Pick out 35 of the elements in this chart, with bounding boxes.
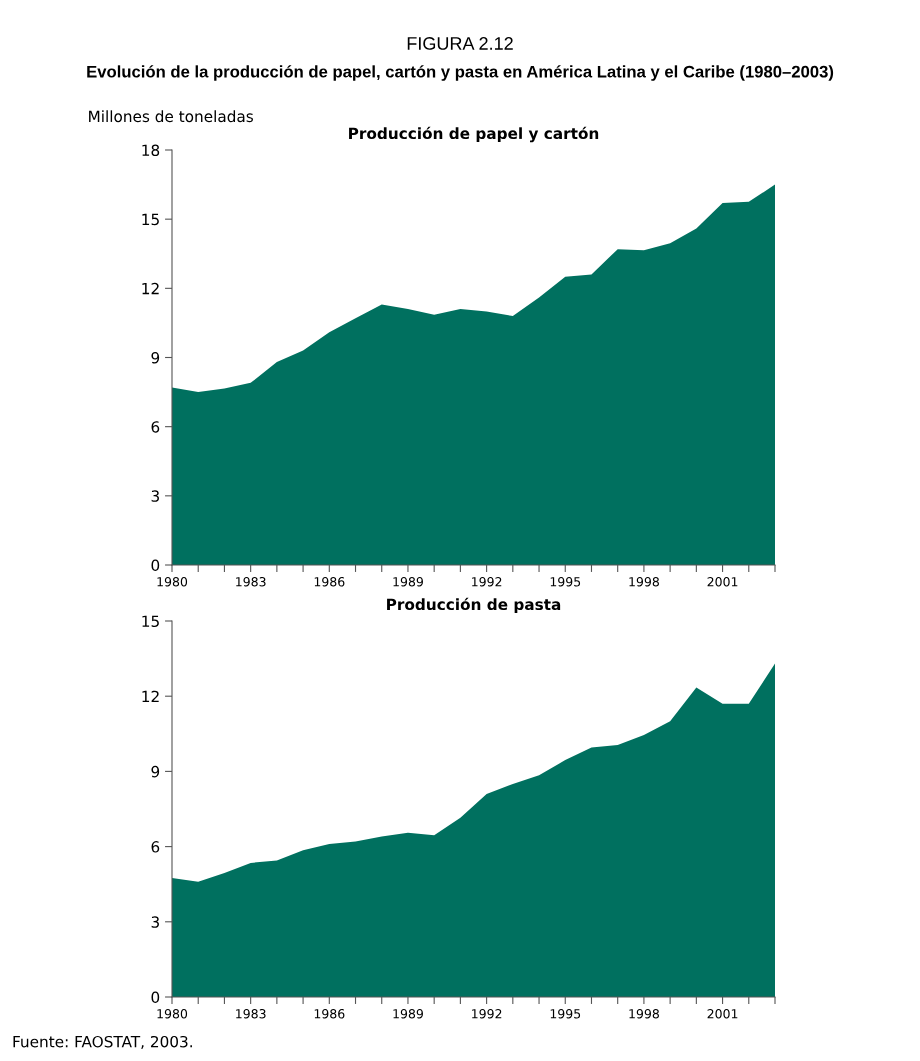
text: FIGURA 2.12	[407, 37, 513, 50]
y-tick-label: 6	[151, 841, 160, 853]
source-note: Fuente: FAOSTAT, 2003.	[13, 1035, 192, 1049]
y-tick-label: 12	[142, 282, 159, 295]
x-tick-label: 1980	[157, 1009, 188, 1019]
x-tick-label: 1986	[314, 577, 345, 587]
chart-title: Producción de pasta	[387, 597, 561, 614]
text: Evolución de la producción de papel, cartón y pasta en América Latina y el Caribe (1980–2003)	[87, 65, 834, 81]
y-tick-label: 3	[151, 490, 159, 502]
y-tick-label: 6	[151, 421, 160, 433]
x-tick-label: 1998	[629, 1009, 659, 1019]
y-tick-label: 15	[142, 615, 159, 628]
y-tick-label: 3	[151, 916, 159, 928]
x-tick-label: 1983	[236, 1009, 266, 1019]
x-tick-label: 2001	[707, 577, 738, 587]
y-tick-label: 18	[142, 144, 160, 157]
x-tick-label: 1989	[393, 1009, 423, 1019]
x-tick-label: 1992	[472, 1009, 502, 1019]
y-tick-label: 9	[151, 765, 160, 778]
chart-title: Producción de papel y cartón	[349, 126, 599, 143]
y-tick-label: 0	[151, 991, 160, 1004]
x-tick-label: 2001	[707, 1009, 738, 1019]
x-tick-label: 1989	[393, 577, 423, 587]
y-axis-title: Millones de toneladas	[89, 110, 253, 123]
x-tick-label: 1995	[550, 577, 581, 587]
x-tick-label: 1986	[314, 1009, 345, 1019]
x-tick-label: 1992	[472, 577, 502, 587]
y-tick-label: 15	[142, 213, 159, 226]
y-tick-label: 9	[151, 351, 160, 364]
y-tick-label: 12	[142, 690, 159, 702]
x-tick-label: 1980	[157, 577, 188, 587]
x-tick-label: 1995	[550, 1009, 581, 1019]
y-tick-label: 0	[151, 559, 160, 572]
x-tick-label: 1998	[629, 577, 659, 587]
x-tick-label: 1983	[236, 577, 266, 587]
